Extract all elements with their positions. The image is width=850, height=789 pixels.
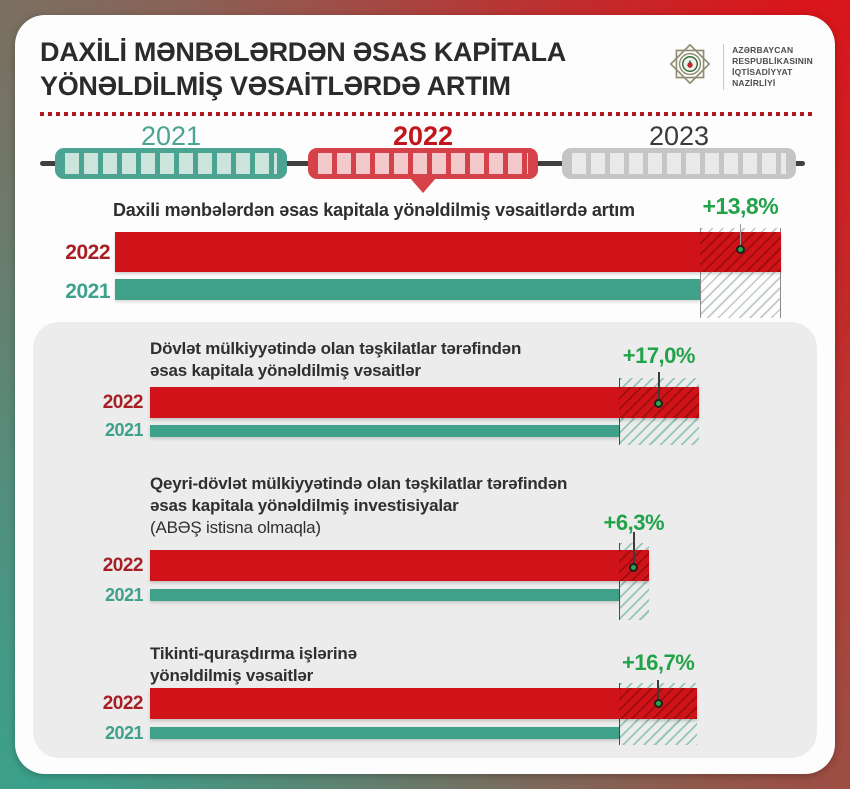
bar-2021 [115, 279, 700, 300]
infographic-card: DAXİLİ MƏNBƏLƏRDƏN ƏSAS KAPİTALA YÖNƏLDİ… [15, 15, 835, 774]
ministry-emblem-icon [665, 39, 715, 94]
timeline: 2021 2022 2023 [15, 15, 835, 200]
pin-dot-icon [654, 399, 664, 408]
ministry-logo: AZƏRBAYCAN RESPUBLİKASININ İQTİSADİYYAT … [665, 39, 813, 94]
growth-percent-label: +13,8% [702, 193, 779, 219]
chart-title-line: Dövlət mülkiyyətində olan təşkilatlar tə… [150, 339, 522, 358]
bar-2022 [150, 550, 649, 581]
bar-label-2021: 2021 [104, 585, 144, 605]
chart-title-line: Qeyri-dövlət mülkiyyətində olan təşkilat… [150, 474, 568, 493]
chart-section-state-owned: Dövlət mülkiyyətində olan təşkilatlar tə… [15, 15, 835, 774]
chart-title-line: Tikinti-quraşdırma işlərinə [150, 644, 357, 663]
bar-label-2022: 2022 [102, 392, 144, 413]
timeline-segment-stripes [318, 153, 528, 174]
chart-title-line: yönəldilmiş vəsaitlər [150, 666, 314, 685]
pin-dot-icon [629, 563, 639, 572]
timeline-segment-2022 [308, 148, 538, 193]
pin-line [739, 224, 742, 250]
chart-section-total: Daxili mənbələrdən əsas kapitala yönəldi… [15, 15, 835, 774]
chart-title-line: əsas kapitala yönəldilmiş investisiyalar [150, 496, 459, 515]
bar-label-2021: 2021 [65, 280, 110, 303]
growth-percent-label: +6,3% [603, 510, 665, 535]
ministry-name-line: AZƏRBAYCAN [732, 44, 794, 55]
bar-label-2022: 2022 [102, 555, 144, 576]
page-title-line2: YÖNƏLDİLMİŞ VƏSAİTLƏRDƏ ARTIM [40, 71, 511, 101]
ministry-name-line: RESPUBLİKASININ [732, 55, 813, 66]
chart-section-construction: Tikinti-quraşdırma işlərinə yönəldilmiş … [15, 15, 835, 774]
bar-label-2021: 2021 [104, 420, 144, 440]
timeline-segment-2023 [562, 148, 796, 179]
pin-line [657, 680, 659, 703]
timeline-year-2023: 2023 [648, 121, 710, 151]
bar-2021 [150, 589, 619, 601]
bar-2022 [115, 232, 781, 272]
chart-title-line: Daxili mənbələrdən əsas kapitala yönəldi… [113, 200, 635, 220]
bar-label-2022: 2022 [102, 693, 144, 714]
ministry-name: AZƏRBAYCAN RESPUBLİKASININ İQTİSADİYYAT … [732, 45, 813, 89]
pin-dot-icon [653, 699, 663, 708]
bar-2021 [150, 727, 619, 739]
pin-line [658, 372, 660, 401]
timeline-segment-stripes [572, 153, 786, 174]
bar-label-2022: 2022 [65, 241, 110, 264]
timeline-year-2022: 2022 [392, 121, 454, 151]
timeline-segment-stripes [65, 153, 277, 174]
growth-percent-label: +16,7% [622, 650, 695, 675]
chart-title: Dövlət mülkiyyətində olan təşkilatlar tə… [150, 338, 521, 382]
chart-title: Qeyri-dövlət mülkiyyətində olan təşkilat… [150, 473, 567, 539]
bar-2022 [150, 688, 698, 719]
logo-divider [723, 43, 725, 90]
bar-label-2021: 2021 [104, 723, 144, 743]
dotted-separator [40, 112, 812, 116]
current-year-pointer-icon [410, 178, 436, 193]
chart-section-non-state: Qeyri-dövlət mülkiyyətində olan təşkilat… [15, 15, 835, 774]
chart-title: Daxili mənbələrdən əsas kapitala yönəldi… [113, 199, 635, 221]
page-title: DAXİLİ MƏNBƏLƏRDƏN ƏSAS KAPİTALA YÖNƏLDİ… [40, 35, 660, 103]
ministry-name-line: İQTİSADİYYAT [732, 66, 793, 77]
chart-title: Tikinti-quraşdırma işlərinə yönəldilmiş … [150, 643, 357, 687]
page-title-line1: DAXİLİ MƏNBƏLƏRDƏN ƏSAS KAPİTALA [40, 37, 566, 67]
timeline-year-2021: 2021 [140, 121, 202, 151]
timeline-segment-2021 [55, 148, 287, 179]
ministry-name-line: NAZİRLİYİ [732, 77, 776, 88]
pin-line [633, 532, 635, 565]
growth-percent-label: +17,0% [622, 343, 696, 368]
bar-2021 [150, 425, 619, 437]
bar-2022 [150, 387, 699, 418]
pin-dot-icon [735, 245, 745, 254]
chart-title-line: (ABƏŞ istisna olmaqla) [150, 518, 321, 537]
chart-title-line: əsas kapitala yönəldilmiş vəsaitlər [150, 361, 421, 380]
